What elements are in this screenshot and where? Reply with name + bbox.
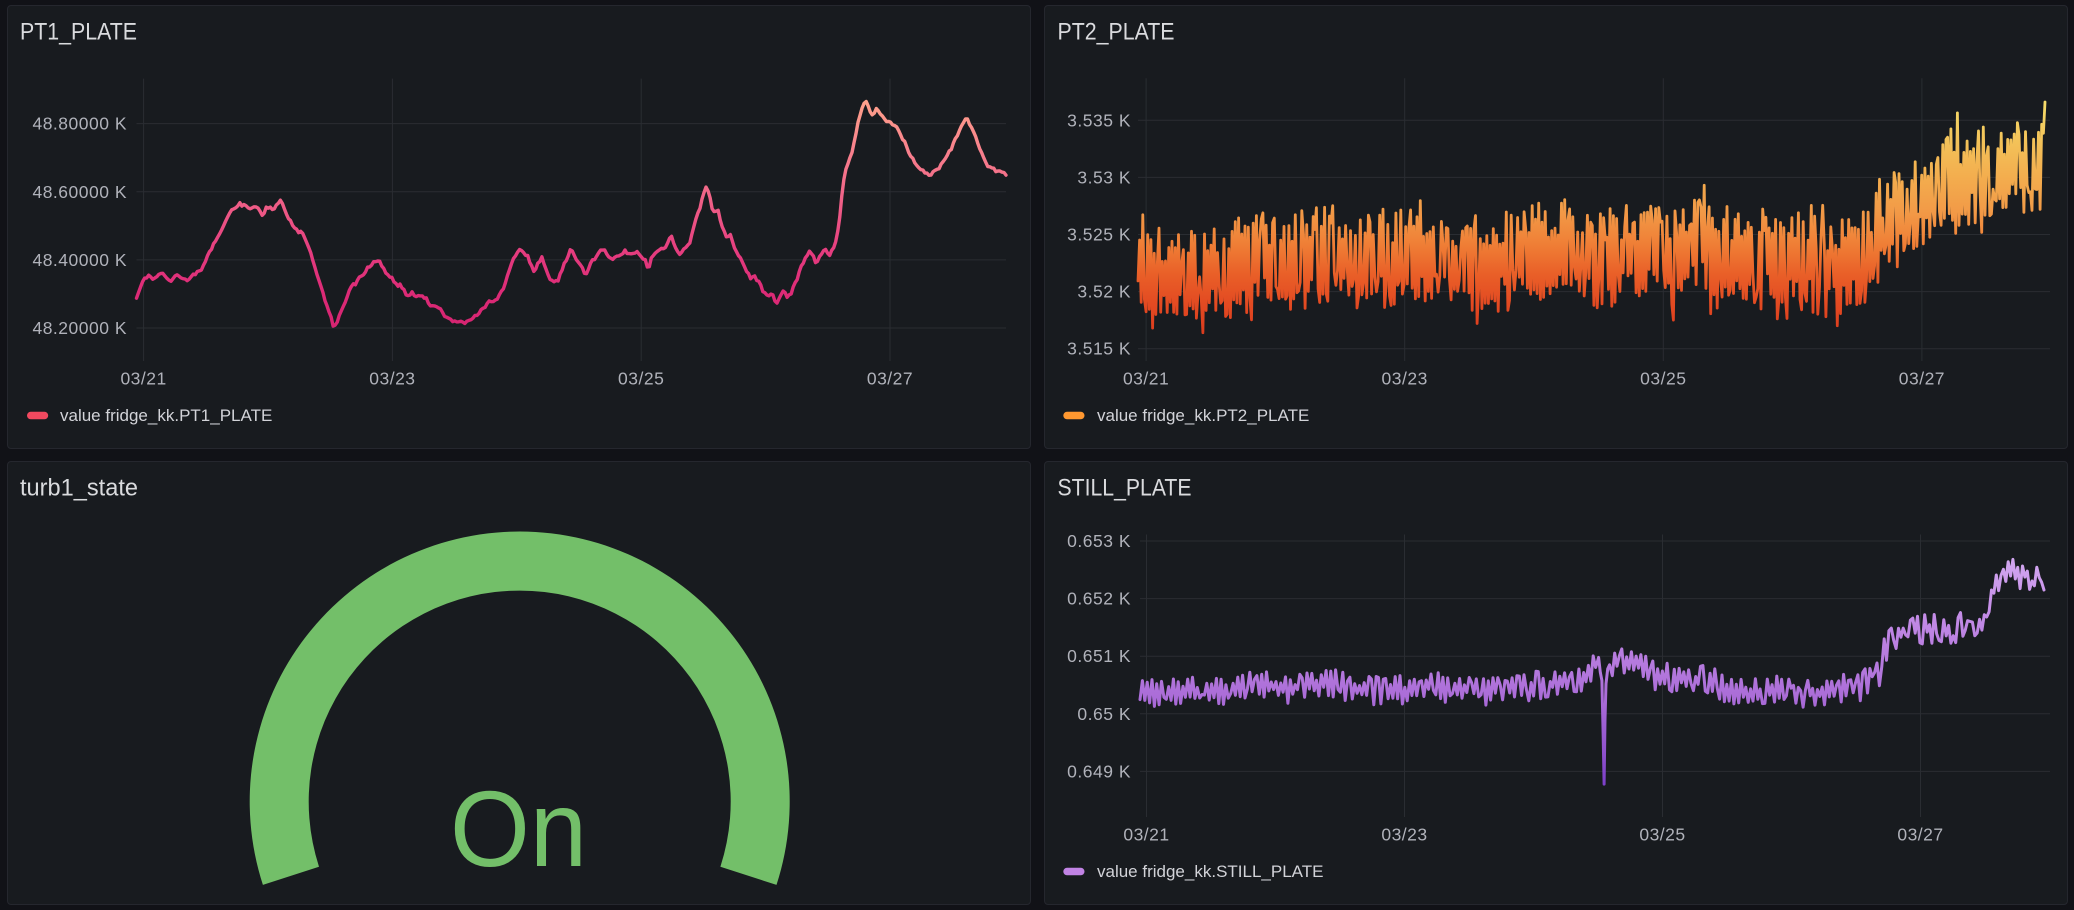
svg-text:48.80000 K: 48.80000 K [32,114,127,134]
svg-text:48.60000 K: 48.60000 K [32,182,127,202]
svg-text:PT1_PLATE: PT1_PLATE [20,19,137,46]
svg-text:0.65 K: 0.65 K [1077,704,1131,724]
svg-text:STILL_PLATE: STILL_PLATE [1058,475,1192,502]
svg-text:03/27: 03/27 [1899,369,1945,389]
svg-text:03/27: 03/27 [1897,825,1943,845]
svg-text:03/25: 03/25 [1640,369,1686,389]
svg-text:03/21: 03/21 [120,369,166,389]
svg-text:0.651 K: 0.651 K [1067,646,1131,666]
svg-text:value fridge_kk.PT1_PLATE: value fridge_kk.PT1_PLATE [60,406,272,425]
svg-text:03/21: 03/21 [1123,369,1169,389]
svg-text:3.535 K: 3.535 K [1067,110,1131,130]
svg-text:3.52 K: 3.52 K [1077,282,1131,302]
svg-text:3.53 K: 3.53 K [1077,167,1131,187]
svg-text:48.20000 K: 48.20000 K [32,318,127,338]
svg-text:03/23: 03/23 [1382,369,1428,389]
svg-text:03/23: 03/23 [1381,825,1427,845]
svg-text:03/21: 03/21 [1123,825,1169,845]
svg-text:03/25: 03/25 [618,369,664,389]
svg-text:value fridge_kk.STILL_PLATE: value fridge_kk.STILL_PLATE [1097,862,1323,881]
svg-text:3.525 K: 3.525 K [1067,225,1131,245]
svg-text:03/27: 03/27 [867,369,913,389]
svg-text:0.653 K: 0.653 K [1067,531,1131,551]
svg-text:value fridge_kk.PT2_PLATE: value fridge_kk.PT2_PLATE [1097,406,1309,425]
svg-text:48.40000 K: 48.40000 K [32,250,127,270]
svg-text:turb1_state: turb1_state [20,475,138,502]
svg-text:03/25: 03/25 [1639,825,1685,845]
svg-text:0.652 K: 0.652 K [1067,589,1131,609]
svg-text:03/23: 03/23 [369,369,415,389]
svg-text:On: On [450,768,587,889]
svg-text:3.515 K: 3.515 K [1067,339,1131,359]
svg-text:0.649 K: 0.649 K [1067,761,1131,781]
svg-text:PT2_PLATE: PT2_PLATE [1058,19,1175,46]
